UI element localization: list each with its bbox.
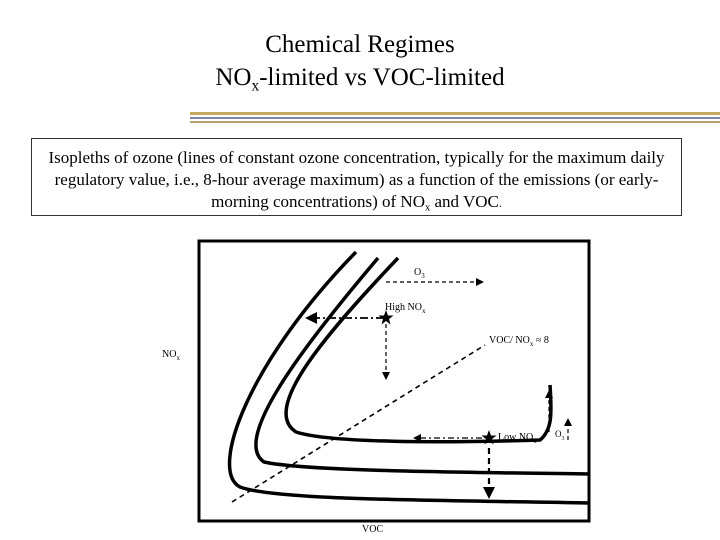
- low-nox-star-marker: [481, 430, 497, 445]
- x-axis-label: VOC: [362, 524, 383, 535]
- slide-title-line-2: NOx-limited vs VOC-limited: [215, 64, 505, 95]
- isopleth-curve-2: [254, 256, 591, 476]
- voc-nox-ratio-line: [231, 344, 486, 503]
- high-nox-star-marker: [378, 310, 394, 325]
- title-divider-gold: [190, 112, 720, 115]
- y-axis-label: NOx: [162, 349, 180, 362]
- ratio-label: VOC/ NOx ≈ 8: [489, 335, 549, 348]
- o3-top-label: O3: [414, 267, 425, 280]
- title-divider-tan: [190, 121, 720, 123]
- high-nox-label: High NOx: [385, 302, 426, 315]
- plot-frame: [197, 239, 591, 523]
- title-divider-blue: [190, 117, 720, 119]
- slide-title-line-1: Chemical Regimes: [265, 31, 455, 58]
- o3-right-label: O3: [555, 429, 565, 442]
- description-box: Isopleths of ozone (lines of constant oz…: [31, 138, 682, 216]
- isopleth-curve-1: [227, 250, 591, 505]
- low-nox-label: Low NOx: [498, 432, 537, 445]
